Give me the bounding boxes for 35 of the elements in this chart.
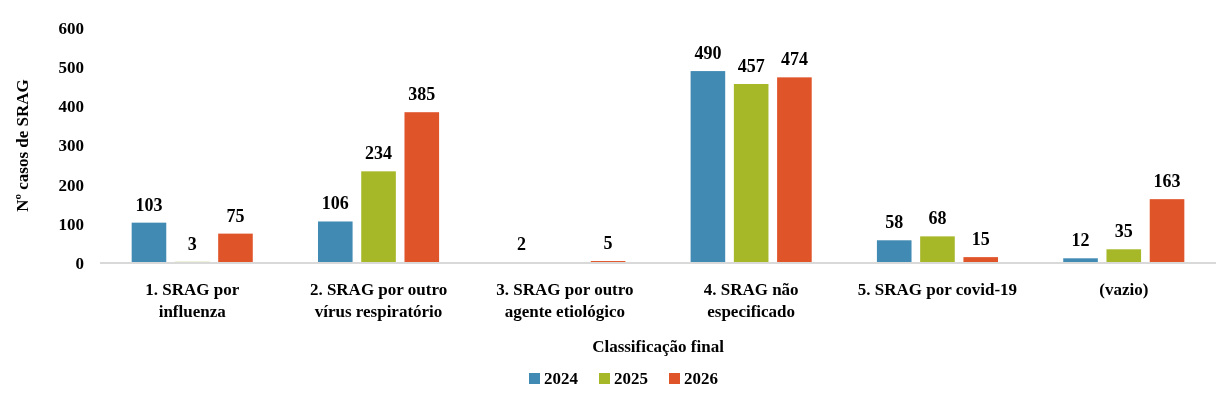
- data-label: 234: [365, 143, 393, 164]
- data-label: 106: [321, 193, 349, 214]
- y-tick-label: 100: [58, 214, 84, 234]
- data-label: 103: [135, 194, 163, 215]
- x-axis-title: Classificação final: [592, 337, 725, 356]
- y-tick-label: 400: [58, 97, 84, 117]
- data-label: 15: [971, 229, 990, 250]
- legend-label: 2026: [684, 369, 718, 388]
- data-label: 75: [226, 205, 245, 226]
- data-label: 68: [928, 208, 947, 229]
- data-label: 385: [408, 84, 436, 105]
- data-label: 5: [603, 233, 613, 254]
- x-tick-label: 3. SRAG por outro agente etiológico: [496, 280, 634, 321]
- data-label: 35: [1114, 221, 1133, 242]
- x-tick-label: 1. SRAG por influenza: [145, 280, 240, 321]
- x-tick-label: 2. SRAG por outro vírus respiratório: [309, 280, 448, 321]
- x-tick-label: 4. SRAG não especificado: [703, 280, 799, 321]
- data-label: 490: [694, 43, 722, 64]
- legend-label: 2025: [614, 369, 648, 388]
- y-tick-label: 500: [58, 58, 84, 78]
- data-label: 163: [1153, 171, 1181, 192]
- x-tick-label: (vazio): [1099, 280, 1149, 299]
- data-label: 58: [885, 212, 904, 233]
- y-tick-label: 200: [58, 175, 84, 195]
- data-label: 12: [1071, 230, 1090, 251]
- legend-label: 2024: [544, 369, 579, 388]
- y-tick-label: 600: [58, 18, 84, 38]
- y-tick-label: 0: [75, 253, 84, 273]
- data-label: 2: [517, 234, 527, 255]
- x-tick-label: 5. SRAG por covid-19: [857, 280, 1018, 299]
- y-axis-title: Nº casos de SRAG: [13, 79, 32, 212]
- data-label: 457: [737, 56, 765, 77]
- data-label: 474: [780, 49, 808, 70]
- data-label: 3: [187, 233, 197, 254]
- y-tick-label: 300: [58, 136, 84, 156]
